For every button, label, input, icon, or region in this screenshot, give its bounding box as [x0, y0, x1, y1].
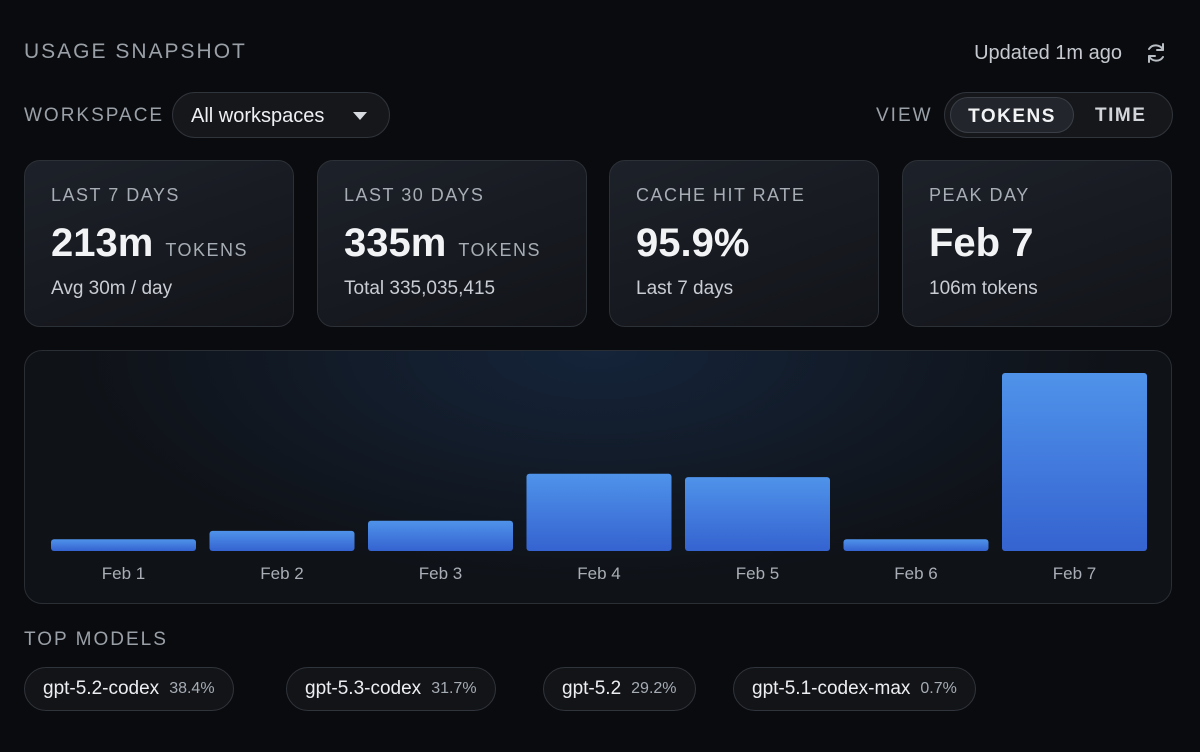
card-label: CACHE HIT RATE [636, 185, 806, 205]
workspace-label: WORKSPACE [24, 105, 165, 126]
bar [51, 539, 196, 551]
model-chip[interactable]: gpt-5.1-codex-max 0.7% [733, 667, 976, 711]
card-unit: TOKENS [458, 240, 541, 260]
model-share: 38.4% [169, 680, 215, 697]
model-name: gpt-5.1-codex-max [752, 678, 911, 699]
model-chip[interactable]: gpt-5.2-codex 38.4% [24, 667, 234, 711]
x-tick-label: Feb 6 [894, 564, 937, 583]
card-number: 95.9% [636, 221, 750, 265]
card-number: 213m [51, 221, 154, 265]
x-tick-label: Feb 7 [1053, 564, 1096, 583]
model-chip[interactable]: gpt-5.2 29.2% [543, 667, 696, 711]
card-value: 335m TOKENS [344, 221, 541, 266]
bar-chart: Feb 1 Feb 2 Feb 3 Feb 4 Feb 5 Feb 6 Feb 7 [51, 373, 1147, 583]
stat-card: PEAK DAY Feb 7 106m tokens [902, 160, 1172, 327]
x-tick-label: Feb 3 [419, 564, 462, 583]
card-number: Feb 7 [929, 221, 1034, 265]
card-sub: Last 7 days [636, 278, 734, 299]
x-tick-label: Feb 2 [260, 564, 303, 583]
section-title: TOP MODELS [24, 629, 168, 650]
card-number: 335m [344, 221, 447, 265]
workspace-dropdown[interactable]: All workspaces [172, 92, 390, 138]
dropdown-caret [353, 112, 367, 120]
bar [209, 530, 355, 551]
bar [368, 520, 513, 551]
model-name: gpt-5.2-codex [43, 678, 160, 699]
model-name: gpt-5.3-codex [305, 678, 422, 699]
card-value: Feb 7 [929, 221, 1033, 266]
updated-text: Updated 1m ago [974, 42, 1122, 64]
model-chip[interactable]: gpt-5.3-codex 31.7% [286, 667, 496, 711]
workspace-value: All workspaces [191, 105, 325, 127]
bar [685, 477, 830, 551]
x-tick-label: Feb 5 [736, 564, 779, 583]
page-title: USAGE SNAPSHOT [24, 40, 247, 63]
view-option-text: TOKENS [968, 106, 1056, 127]
bar [526, 473, 672, 551]
view-label: VIEW [876, 105, 933, 126]
chart-panel: Feb 1 Feb 2 Feb 3 Feb 4 Feb 5 Feb 6 Feb 7 [24, 350, 1172, 604]
view-toggle: TOKENS TIME [944, 92, 1173, 138]
bar [1002, 373, 1147, 551]
view-option[interactable]: TIME [1095, 105, 1147, 126]
stat-card: CACHE HIT RATE 95.9% Last 7 days [609, 160, 879, 327]
card-value: 95.9% [636, 221, 749, 266]
stat-card: LAST 30 DAYS 335m TOKENS Total 335,035,41… [317, 160, 587, 327]
card-sub: Avg 30m / day [51, 278, 173, 299]
x-tick-label: Feb 1 [102, 564, 145, 583]
x-tick-label: Feb 4 [577, 564, 620, 583]
model-share: 31.7% [431, 680, 477, 697]
view-option-active[interactable]: TOKENS [950, 97, 1074, 133]
card-sub: Total 335,035,415 [344, 278, 496, 299]
card-label: LAST 30 DAYS [344, 185, 485, 205]
model-share: 0.7% [920, 680, 957, 697]
card-label: LAST 7 DAYS [51, 185, 180, 205]
stat-card: LAST 7 DAYS 213m TOKENS Avg 30m / day [24, 160, 294, 327]
card-unit: TOKENS [165, 240, 248, 260]
model-name: gpt-5.2 [562, 678, 622, 699]
model-share: 29.2% [631, 680, 677, 697]
card-value: 213m TOKENS [51, 221, 248, 266]
card-label: PEAK DAY [929, 185, 1030, 205]
card-sub: 106m tokens [929, 278, 1038, 299]
bar [843, 539, 989, 551]
refresh-button[interactable] [1144, 41, 1168, 65]
